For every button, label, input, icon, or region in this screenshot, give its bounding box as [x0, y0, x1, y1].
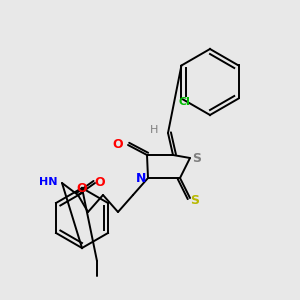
Text: HN: HN — [38, 177, 57, 187]
Text: S: S — [193, 152, 202, 164]
Text: O: O — [77, 182, 87, 194]
Text: Cl: Cl — [178, 97, 190, 106]
Text: H: H — [150, 125, 158, 135]
Text: S: S — [190, 194, 200, 208]
Text: N: N — [136, 172, 146, 185]
Text: O: O — [112, 137, 123, 151]
Text: O: O — [95, 176, 105, 188]
